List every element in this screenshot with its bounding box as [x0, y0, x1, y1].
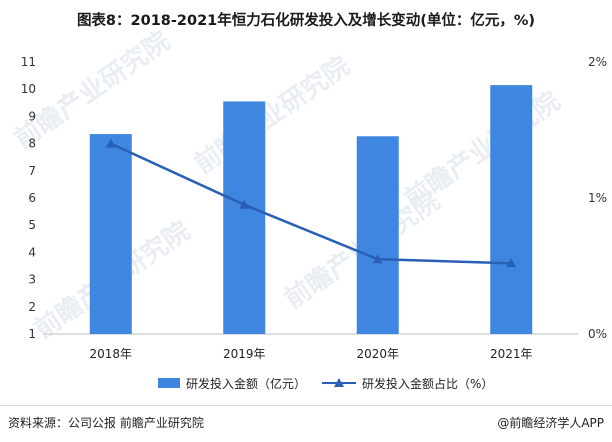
chart-title: 图表8：2018-2021年恒力石化研发投入及增长变动(单位：亿元，%)	[76, 13, 536, 29]
legend-swatch-bar	[158, 378, 180, 388]
source-note: 资料来源：公司公报 前瞻产业研究院	[8, 416, 204, 430]
series-line	[110, 142, 512, 265]
line-point	[506, 258, 517, 268]
legend-label-line: 研发投入金额占比（%）	[362, 376, 493, 391]
y-left-tick-label: 1	[28, 327, 36, 341]
line-point	[239, 199, 250, 209]
x-tick-label: 2020年	[356, 347, 399, 361]
y-left-tick-label: 11	[21, 55, 36, 69]
y-left-tick-label: 7	[28, 164, 36, 178]
bar-series	[89, 85, 533, 335]
y-left-tick-label: 3	[28, 273, 36, 287]
y-axis-right: 0% 1% 2%	[588, 55, 607, 341]
bar	[223, 101, 266, 334]
x-axis: 2018年 2019年 2020年 2021年	[89, 347, 532, 361]
y-left-tick-label: 9	[28, 109, 36, 123]
legend: 研发投入金额（亿元） 研发投入金额占比（%）	[158, 376, 493, 391]
line-series	[105, 138, 517, 268]
y-left-tick-label: 4	[28, 245, 36, 259]
x-tick-label: 2021年	[490, 347, 533, 361]
y-left-tick-label: 8	[28, 137, 36, 151]
line-point	[105, 138, 116, 148]
bar	[89, 134, 132, 334]
x-tick-label: 2019年	[223, 347, 266, 361]
y-right-tick-label: 2%	[588, 55, 607, 69]
y-left-tick-label: 10	[21, 82, 36, 96]
y-left-tick-label: 6	[28, 191, 36, 205]
line-point	[372, 254, 383, 264]
y-right-tick-label: 0%	[588, 327, 607, 341]
legend-swatch-marker	[334, 378, 344, 387]
legend-label-bar: 研发投入金额（亿元）	[186, 376, 306, 391]
y-left-tick-label: 2	[28, 300, 36, 314]
brand-credit: @前瞻经济学人APP	[497, 416, 604, 430]
y-left-tick-label: 5	[28, 218, 36, 232]
y-right-tick-label: 1%	[588, 191, 607, 205]
bar	[490, 85, 533, 335]
bar	[356, 136, 399, 334]
y-axis-left: 1 2 3 4 5 6 7 8 9 10 11	[21, 55, 36, 341]
x-tick-label: 2018年	[89, 347, 132, 361]
footer-divider	[0, 405, 612, 406]
